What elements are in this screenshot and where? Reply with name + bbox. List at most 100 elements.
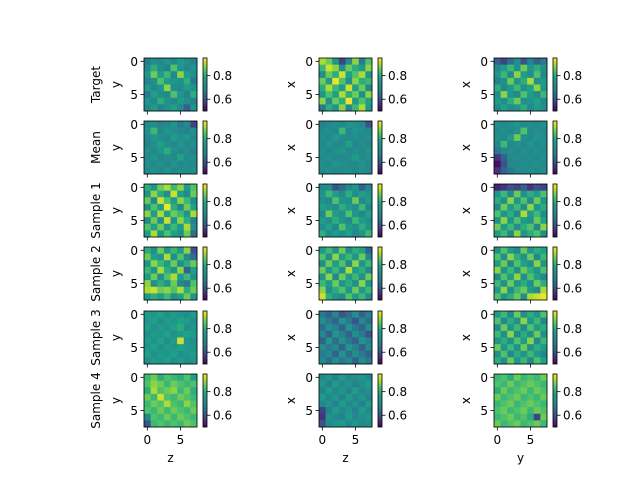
heatmap-cell	[338, 91, 346, 99]
heatmap-cell	[494, 357, 502, 365]
heatmap-cell	[332, 324, 340, 332]
heatmap-cell	[144, 91, 152, 99]
heatmap-cell	[332, 203, 340, 211]
heatmap-cell	[338, 247, 346, 255]
heatmap-cell	[533, 91, 541, 99]
heatmap-cell	[533, 293, 541, 301]
heatmap-cell	[494, 210, 502, 218]
heatmap-cell	[365, 184, 373, 192]
heatmap-cell	[365, 400, 373, 408]
heatmap-cell	[365, 160, 373, 168]
heatmap-cell	[500, 154, 508, 162]
heatmap-cell	[183, 184, 191, 192]
heatmap-cell	[540, 413, 548, 421]
heatmap-cell	[325, 253, 333, 261]
heatmap-cell	[144, 154, 152, 162]
heatmap-cell	[527, 127, 535, 135]
heatmap-cell	[352, 217, 360, 225]
heatmap-cell	[533, 350, 541, 358]
heatmap-cell	[183, 217, 191, 225]
heatmap-cell	[183, 190, 191, 198]
heatmap-cell	[177, 210, 185, 218]
heatmap-cell	[520, 400, 528, 408]
heatmap-cell	[177, 337, 185, 345]
heatmap-cell	[540, 273, 548, 281]
heatmap-cell	[319, 197, 327, 205]
heatmap-cell	[527, 230, 535, 238]
heatmap-cell	[365, 247, 373, 255]
y-axis-label: x	[284, 334, 298, 341]
heatmap-cell	[358, 260, 366, 268]
heatmap-cell	[144, 286, 152, 294]
heatmap-cell	[319, 413, 327, 421]
heatmap-cell	[163, 311, 171, 319]
y-tick-label: 5	[480, 214, 488, 228]
heatmap-cell	[319, 317, 327, 325]
heatmap-cell	[170, 134, 178, 142]
heatmap-cell	[365, 147, 373, 155]
heatmap-cell	[513, 420, 521, 428]
y-tick-label: 5	[130, 214, 138, 228]
heatmap-cell	[163, 260, 171, 268]
heatmap-cell	[527, 154, 535, 162]
heatmap-cell	[494, 293, 502, 301]
y-tick-label: 0	[305, 181, 313, 195]
heatmap-cell	[157, 71, 165, 79]
heatmap-cell	[183, 127, 191, 135]
y-axis-label: x	[284, 270, 298, 277]
heatmap-cell	[177, 420, 185, 428]
y-axis-label: y	[109, 81, 123, 88]
axes-frame	[318, 183, 373, 238]
heatmap-cell	[332, 147, 340, 155]
heatmap-cell	[352, 407, 360, 415]
heatmap-cell	[170, 104, 178, 112]
heatmap-cell	[157, 104, 165, 112]
heatmap-cell	[338, 160, 346, 168]
heatmap-cell	[157, 64, 165, 72]
heatmap-cell	[507, 58, 515, 66]
row-label: Mean	[89, 131, 103, 164]
heatmap-cell	[345, 223, 353, 231]
heatmap-cell	[319, 154, 327, 162]
heatmap-cell	[177, 91, 185, 99]
heatmap-cell	[507, 266, 515, 274]
heatmap-cell	[177, 64, 185, 72]
heatmap-cell	[513, 84, 521, 92]
heatmap-cell	[338, 210, 346, 218]
heatmap-cell	[352, 230, 360, 238]
heatmap-cell	[500, 184, 508, 192]
heatmap-cell	[352, 344, 360, 352]
heatmap-cell	[540, 286, 548, 294]
heatmap-cell	[170, 167, 178, 175]
heatmap-cell	[163, 253, 171, 261]
heatmap-cell	[358, 203, 366, 211]
heatmap-cell	[325, 210, 333, 218]
heatmap-cell	[507, 210, 515, 218]
y-tick-label: 5	[480, 404, 488, 418]
heatmap-cell	[507, 230, 515, 238]
heatmap-cell	[494, 197, 502, 205]
heatmap-cell	[170, 380, 178, 388]
heatmap-cell	[163, 317, 171, 325]
heatmap-cell	[527, 190, 535, 198]
heatmap-cell	[183, 260, 191, 268]
heatmap-cell	[358, 84, 366, 92]
heatmap-cell	[157, 210, 165, 218]
heatmap-cell	[540, 77, 548, 85]
heatmap-cell	[533, 184, 541, 192]
heatmap-cell	[183, 280, 191, 288]
heatmap-cell	[325, 223, 333, 231]
heatmap-cell	[170, 190, 178, 198]
colorbar	[552, 246, 558, 301]
heatmap-cell	[540, 393, 548, 401]
heatmap-cell	[170, 154, 178, 162]
heatmap-cell	[332, 134, 340, 142]
heatmap-cell	[144, 407, 152, 415]
heatmap-cell	[163, 420, 171, 428]
heatmap-cell	[177, 147, 185, 155]
heatmap-cell	[183, 154, 191, 162]
heatmap-cell	[540, 121, 548, 129]
y-tick-label: 5	[130, 277, 138, 291]
heatmap-cell	[157, 167, 165, 175]
